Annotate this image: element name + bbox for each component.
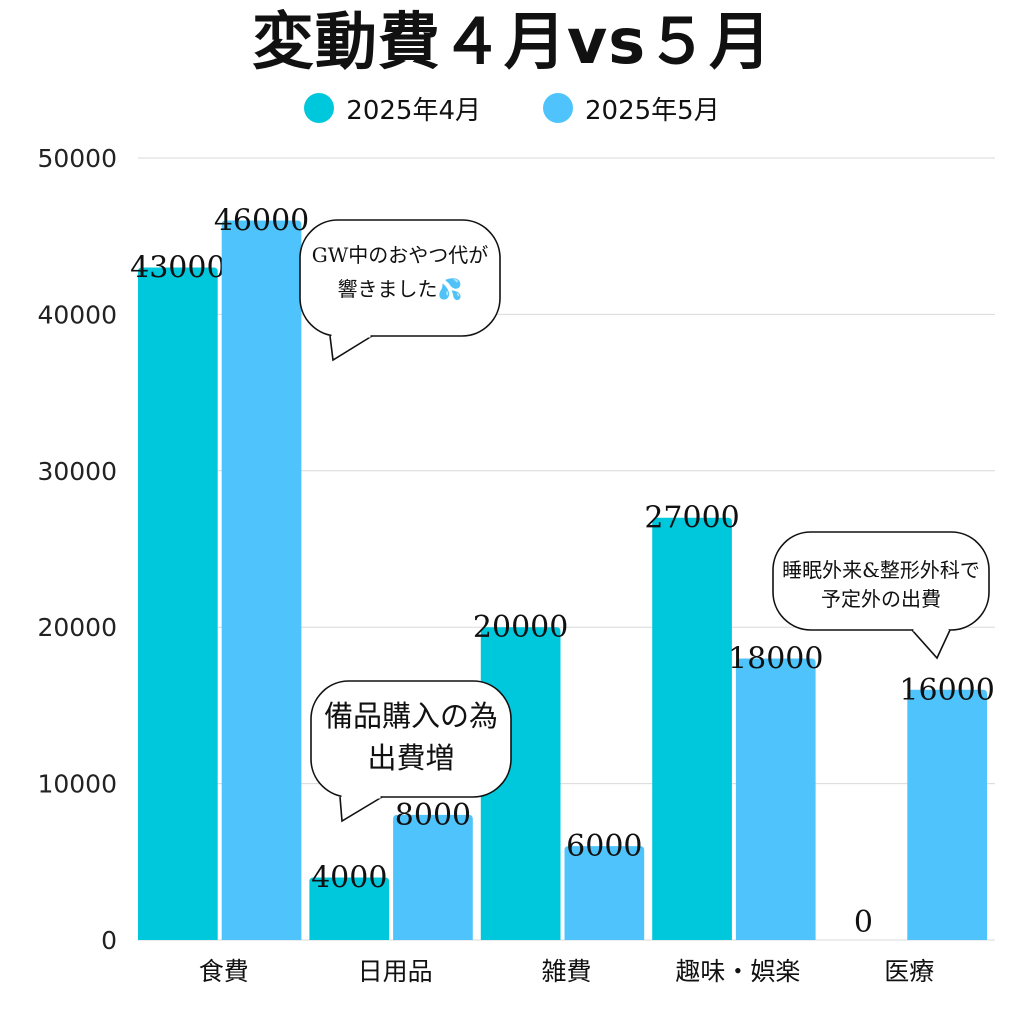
annotation-text: 備品購入の為 (324, 699, 498, 733)
legend-item-may: 2025年5月 (543, 90, 720, 127)
annotation-text: 予定外の出費 (821, 587, 941, 611)
bar (564, 846, 645, 940)
data-label: 8000 (395, 798, 471, 833)
category-label: 趣味・娯楽 (675, 957, 800, 986)
bubble-body (299, 219, 501, 337)
annotation-text: 睡眠外来&整形外科で (782, 558, 980, 582)
bar (907, 689, 987, 940)
y-tick-label: 50000 (37, 144, 117, 173)
data-label: 18000 (728, 641, 823, 676)
data-label: 16000 (899, 673, 994, 708)
y-tick-label: 30000 (37, 457, 117, 486)
annotation-text: 出費増 (367, 741, 454, 775)
annotation-text: 響きました💦 (338, 276, 463, 301)
bar (138, 267, 218, 941)
bar (652, 517, 732, 940)
y-tick-label: 20000 (37, 613, 117, 642)
y-tick-label: 40000 (37, 300, 117, 329)
data-label: 0 (854, 905, 873, 940)
category-label: 雑費 (541, 957, 591, 986)
bubble-tail (329, 335, 373, 362)
legend-label-april: 2025年4月 (346, 95, 481, 126)
bar (309, 877, 390, 940)
bar (735, 658, 816, 940)
category-label: 食費 (199, 957, 249, 986)
category-label: 医療 (884, 957, 934, 986)
bubble-body (310, 680, 512, 798)
y-tick-label: 10000 (37, 770, 117, 799)
annotation-text: GW中のおやつ代が (312, 243, 489, 267)
chart-title: 変動費４月vs５月 (251, 5, 773, 78)
bubble-tail (339, 796, 383, 823)
legend: 2025年4月 2025年5月 (0, 88, 1024, 128)
bubble-tail (911, 629, 951, 660)
data-label: 20000 (473, 610, 568, 645)
bar (221, 220, 302, 940)
data-label: 6000 (566, 829, 642, 864)
data-label: 4000 (311, 860, 387, 895)
bubble-body (772, 531, 990, 631)
legend-dot-may (543, 93, 573, 123)
data-label: 43000 (130, 250, 225, 285)
y-tick-label: 0 (101, 926, 117, 955)
data-label: 27000 (644, 501, 739, 536)
legend-label-may: 2025年5月 (585, 95, 720, 126)
legend-item-april: 2025年4月 (304, 90, 481, 127)
bar (393, 814, 473, 940)
legend-dot-april (304, 93, 335, 123)
data-label: 46000 (214, 204, 309, 239)
category-label: 日用品 (358, 957, 433, 986)
